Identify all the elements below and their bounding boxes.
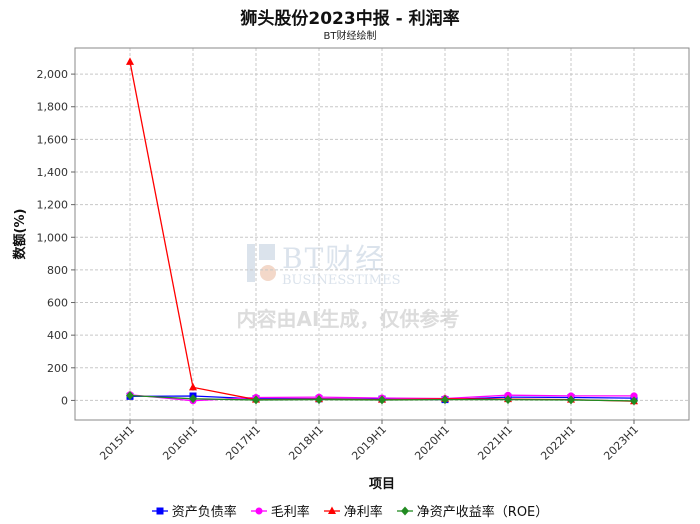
watermark-logo-square xyxy=(259,244,275,260)
series xyxy=(126,391,638,406)
data-point xyxy=(255,507,263,514)
legend-swatch xyxy=(151,507,168,514)
legend-item: 资产负债率 xyxy=(151,501,237,520)
x-axis-label: 项目 xyxy=(369,477,395,492)
data-point xyxy=(400,506,409,515)
legend-item: 净资产收益率（ROE） xyxy=(396,501,549,520)
legend-label: 毛利率 xyxy=(270,505,310,520)
data-point xyxy=(189,394,197,404)
legend-swatch xyxy=(250,507,267,514)
legend-label: 资产负债率 xyxy=(171,505,237,520)
x-tick-label: 2017H1 xyxy=(223,423,263,463)
chart-subtitle: BT财经绘制 xyxy=(323,31,377,42)
x-tick-label: 2018H1 xyxy=(286,423,326,463)
data-point xyxy=(567,395,575,405)
grid xyxy=(75,48,689,420)
y-tick-label: 1,200 xyxy=(37,199,69,212)
x-tick-label: 2023H1 xyxy=(601,423,641,463)
data-point xyxy=(378,395,386,405)
y-tick-label: 800 xyxy=(47,264,68,277)
y-tick-label: 1,000 xyxy=(37,231,69,244)
y-axis: 0 200 400 600 800 1,000 1,200 1,400 1,600 1,800 2,… xyxy=(37,68,75,407)
y-tick-label: 600 xyxy=(47,297,68,310)
watermark-logo-bar xyxy=(247,244,255,282)
legend-swatch xyxy=(396,506,413,515)
y-tick-label: 1,800 xyxy=(37,101,69,114)
watermark: BT财经 BUSINESSTIMES 内容由AI生成，仅供参考 xyxy=(237,242,460,331)
legend-item: 毛利率 xyxy=(250,501,310,520)
x-tick-label: 2019H1 xyxy=(349,423,389,463)
y-tick-label: 400 xyxy=(47,329,68,342)
data-point xyxy=(126,57,134,65)
series-group xyxy=(126,57,638,406)
legend-label: 净利率 xyxy=(343,505,383,520)
data-point xyxy=(252,395,260,405)
data-point xyxy=(630,392,638,400)
x-tick-label: 2021H1 xyxy=(475,423,515,463)
x-tick-label: 2022H1 xyxy=(538,423,578,463)
chart-title: 狮头股份2023中报 - 利润率 xyxy=(240,9,460,29)
legend-label: 净资产收益率（ROE） xyxy=(416,505,549,520)
data-point xyxy=(156,507,164,514)
data-point xyxy=(441,395,449,405)
y-tick-label: 2,000 xyxy=(37,68,69,81)
legend-item: 净利率 xyxy=(323,501,383,520)
y-axis-label: 数额(%) xyxy=(12,209,28,260)
y-tick-label: 200 xyxy=(47,362,68,375)
data-point xyxy=(126,391,134,401)
x-tick-label: 2016H1 xyxy=(160,423,200,463)
y-tick-label: 0 xyxy=(61,394,68,407)
data-point xyxy=(189,382,197,391)
watermark-brand-en: BUSINESSTIMES xyxy=(282,273,401,288)
y-tick-label: 1,400 xyxy=(37,166,69,179)
legend-swatch xyxy=(323,506,340,514)
data-point xyxy=(327,506,336,514)
data-point xyxy=(315,395,323,405)
legend: 资产负债率 毛利率 净利率 净资产收益率（ROE） xyxy=(0,501,700,520)
x-tick-label: 2020H1 xyxy=(412,423,452,463)
x-axis: 2015H1 2016H1 2017H1 2018H1 2019H1 2020H1 2021… xyxy=(97,420,641,463)
x-tick-label: 2015H1 xyxy=(97,423,137,463)
data-point xyxy=(630,396,638,406)
data-point xyxy=(504,395,512,405)
y-tick-label: 1,600 xyxy=(37,133,69,146)
watermark-disclaimer: 内容由AI生成，仅供参考 xyxy=(237,307,460,331)
watermark-logo-dot xyxy=(260,265,276,281)
